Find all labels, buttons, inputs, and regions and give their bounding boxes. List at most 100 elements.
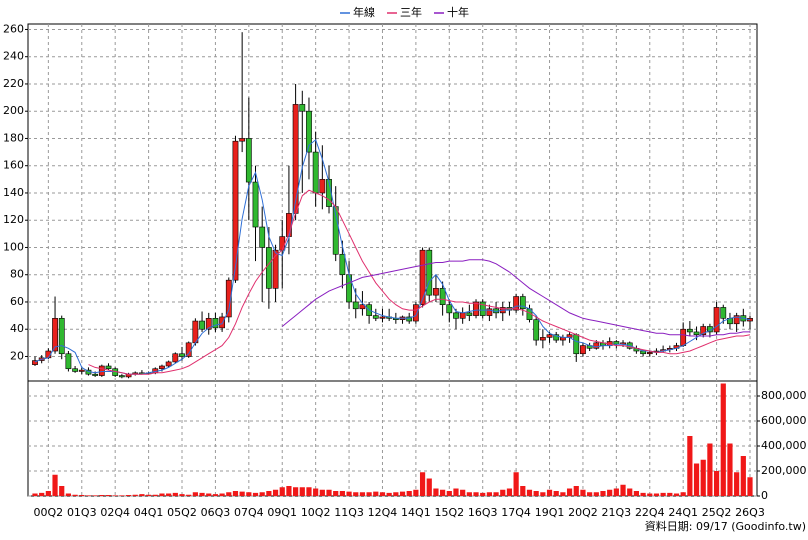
volume-bar	[346, 491, 352, 496]
y-tick-label: 260	[3, 22, 24, 35]
volume-bar	[246, 492, 252, 496]
candle-body	[359, 304, 366, 310]
volume-bar	[59, 486, 65, 496]
candle-body	[700, 326, 707, 335]
y-tick-label: 120	[3, 213, 24, 226]
x-tick-label: 09Q1	[267, 506, 297, 519]
volume-bar	[734, 472, 740, 496]
candle-body	[446, 304, 453, 314]
volume-bar	[132, 494, 138, 496]
ma-line	[281, 259, 750, 337]
volume-bar	[526, 489, 533, 496]
legend-label: 年線	[353, 5, 375, 19]
volume-bar	[727, 443, 733, 496]
volume-bar	[647, 493, 653, 496]
volume-bar	[426, 478, 432, 496]
volume-bar	[687, 436, 693, 496]
volume-bar	[239, 491, 245, 496]
candle-body	[58, 318, 65, 355]
candle-body	[185, 342, 192, 357]
x-tick-label: 00Q2	[34, 506, 64, 519]
volume-bar	[379, 492, 386, 496]
candle-body	[92, 373, 99, 376]
candle-body	[573, 334, 580, 355]
x-tick-label: 20Q2	[568, 506, 598, 519]
candle-body	[533, 319, 540, 341]
candle-body	[513, 296, 520, 311]
candle-body	[372, 315, 379, 319]
volume-bar	[553, 491, 559, 496]
candle-body	[379, 316, 386, 319]
volume-bar	[339, 491, 345, 496]
candle-body	[646, 352, 653, 355]
volume-bar	[399, 491, 406, 496]
candle-body	[453, 312, 459, 319]
volume-bar	[65, 493, 72, 496]
x-tick-label: 16Q3	[468, 506, 498, 519]
volume-bar	[700, 459, 706, 496]
candle-body	[720, 307, 727, 319]
candle-body	[553, 334, 560, 341]
candle-body	[426, 249, 433, 296]
volume-bar	[252, 492, 259, 496]
candle-body	[733, 315, 740, 325]
candle-body	[232, 140, 239, 281]
candle-body	[272, 249, 279, 289]
volume-bar	[546, 489, 553, 496]
x-tick-label: 26Q3	[735, 506, 765, 519]
volume-bar	[607, 489, 613, 496]
volume-bar	[386, 492, 392, 496]
volume-bar	[119, 495, 125, 496]
candle-body	[199, 320, 205, 330]
candle-body	[319, 179, 326, 194]
candle-body	[406, 316, 413, 322]
y-tick-label: 400,000	[761, 439, 807, 452]
volume-bar	[319, 489, 325, 496]
candle-body	[473, 301, 479, 316]
volume-bar	[359, 492, 366, 496]
y-tick-label: 20	[10, 349, 24, 362]
x-tick-label: 17Q4	[501, 506, 531, 519]
candle-body	[172, 353, 179, 363]
volume-bar	[473, 492, 479, 496]
volume-bar	[419, 472, 426, 496]
volume-bar	[720, 383, 726, 496]
source-note: 資料日期: 09/17 (Goodinfo.tw)	[645, 519, 806, 533]
volume-bar	[112, 495, 118, 496]
volume-bar	[453, 488, 459, 496]
volume-bar	[99, 495, 105, 496]
candle-body	[165, 361, 172, 367]
candle-body	[259, 226, 266, 248]
y-tick-label: 200,000	[761, 464, 807, 477]
x-tick-label: 24Q1	[668, 506, 698, 519]
y-tick-label: 600,000	[761, 414, 807, 427]
candle-body	[225, 279, 232, 318]
candle-body	[98, 365, 105, 376]
candle-body	[486, 308, 493, 316]
volume-bar	[627, 488, 633, 496]
candle-body	[312, 151, 319, 194]
candle-body	[580, 345, 586, 355]
y-tick-label: 0	[761, 489, 768, 502]
volume-bar	[219, 493, 225, 496]
volume-bar	[79, 495, 85, 496]
candle-body	[693, 331, 700, 335]
volume-bar	[560, 492, 566, 496]
volume-bar	[480, 492, 486, 496]
volume-bar	[39, 492, 45, 496]
volume-bar	[673, 493, 680, 496]
volume-bar	[199, 492, 205, 496]
candle-body	[306, 110, 312, 153]
volume-bar	[353, 492, 359, 496]
candle-body	[439, 288, 446, 305]
ma-line	[88, 189, 751, 375]
volume-bar	[613, 488, 619, 496]
volume-bar	[433, 488, 439, 496]
x-tick-label: 01Q3	[67, 506, 97, 519]
volume-bar	[440, 489, 446, 496]
volume-bar	[92, 495, 98, 496]
volume-bar	[653, 493, 660, 496]
volume-bar	[145, 494, 152, 496]
candle-body	[299, 104, 306, 112]
